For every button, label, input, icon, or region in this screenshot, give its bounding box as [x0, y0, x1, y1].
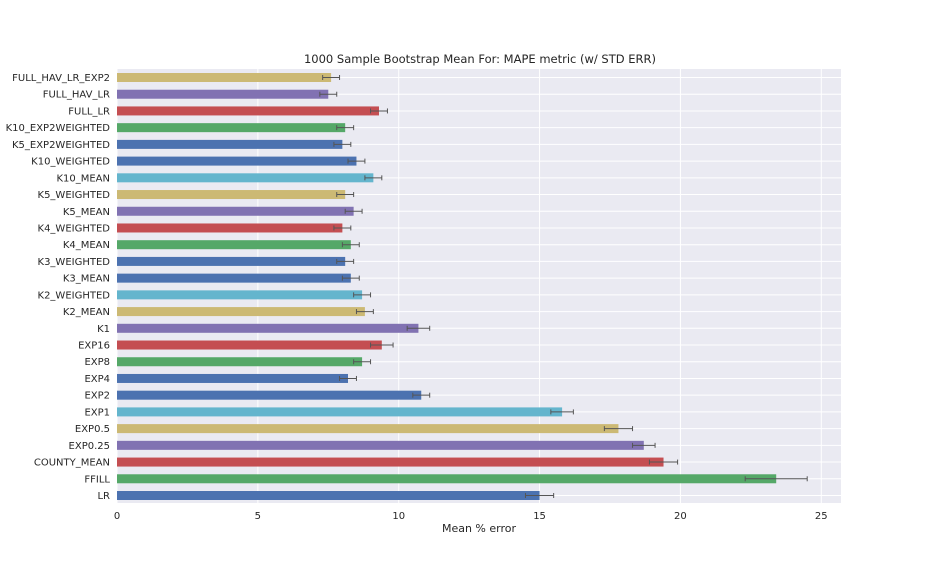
bar — [117, 223, 343, 233]
error-bar — [406, 325, 431, 331]
error-bar — [336, 125, 355, 131]
x-tick-label: 15 — [533, 511, 546, 522]
error-bar — [333, 141, 352, 147]
error-bar — [344, 208, 363, 214]
y-tick-label: LR — [97, 491, 110, 502]
bar — [117, 173, 374, 183]
bar — [117, 240, 351, 250]
y-tick-label: EXP0.5 — [75, 424, 110, 435]
bar — [117, 273, 351, 283]
y-tick-label: K2_WEIGHTED — [38, 290, 111, 301]
bar — [117, 323, 419, 333]
error-bar — [341, 275, 360, 281]
y-tick-label: K5_MEAN — [63, 207, 110, 218]
error-bar — [355, 309, 374, 315]
y-tick-label: K2_MEAN — [63, 307, 110, 318]
y-tick-label: EXP0.25 — [69, 441, 110, 452]
y-tick-label: K10_MEAN — [56, 173, 110, 184]
bar — [117, 307, 365, 317]
bar — [117, 357, 363, 367]
y-tick-label: FULL_LR — [68, 106, 110, 117]
error-bar — [319, 91, 338, 97]
plot-area-background — [117, 69, 841, 503]
error-bar — [336, 258, 355, 264]
x-tick-label: 10 — [392, 511, 405, 522]
y-tick-label: K3_MEAN — [63, 274, 110, 285]
bar — [117, 474, 777, 484]
y-tick-label: EXP4 — [84, 374, 110, 385]
error-bar — [347, 158, 366, 164]
y-tick-label: EXP16 — [78, 341, 110, 352]
bar — [117, 440, 644, 450]
error-bar — [632, 442, 656, 448]
error-bar — [364, 175, 383, 181]
x-tick-label: 5 — [255, 511, 261, 522]
bar — [117, 457, 664, 467]
bar — [117, 106, 379, 116]
y-tick-label: EXP1 — [84, 407, 110, 418]
bar — [117, 424, 619, 434]
bars — [117, 73, 777, 500]
bar — [117, 73, 332, 82]
bar — [117, 190, 346, 200]
error-bar — [744, 476, 808, 482]
bar — [117, 407, 563, 417]
bar — [117, 206, 354, 216]
error-bar — [524, 493, 555, 498]
x-tick-label: 0 — [114, 511, 120, 522]
y-tick-label: FULL_HAV_LR_EXP2 — [12, 73, 110, 84]
y-tick-labels: LR FFILL COUNTY_MEAN EXP0.25 EXP0.5 EXP1 EXP2 E… — [6, 73, 111, 502]
error-bar — [341, 242, 360, 248]
x-tick-label: 25 — [815, 511, 828, 522]
x-tick-labels: 0 5 10 15 20 25 — [114, 511, 828, 522]
error-bar — [550, 409, 574, 415]
error-bar — [603, 426, 634, 432]
x-tick-label: 20 — [674, 511, 687, 522]
y-tick-label: COUNTY_MEAN — [34, 458, 110, 469]
y-tick-label: FFILL — [84, 474, 110, 485]
y-tick-label: K10_WEIGHTED — [31, 157, 110, 168]
bar — [117, 290, 363, 300]
error-bars — [319, 75, 808, 498]
y-tick-label: K10_EXP2WEIGHTED — [6, 123, 111, 134]
bar — [117, 256, 346, 266]
error-bar — [370, 108, 388, 114]
y-tick-label: K4_MEAN — [63, 240, 110, 251]
error-bar — [370, 342, 394, 348]
bar — [117, 123, 346, 133]
bar — [117, 156, 357, 166]
error-bar — [412, 392, 431, 398]
x-axis-label: Mean % error — [442, 522, 517, 535]
error-bar — [339, 375, 357, 381]
y-tick-label: K1 — [97, 324, 110, 335]
y-tick-label: K4_WEIGHTED — [38, 223, 111, 234]
bar — [117, 139, 343, 149]
bar — [117, 340, 382, 350]
y-tick-label: EXP8 — [84, 357, 110, 368]
bar — [117, 373, 349, 383]
y-tick-label: K5_EXP2WEIGHTED — [12, 140, 110, 151]
bar — [117, 89, 329, 99]
chart-title: 1000 Sample Bootstrap Mean For: MAPE met… — [304, 52, 656, 66]
y-tick-label: FULL_HAV_LR — [43, 90, 110, 101]
y-tick-label: K3_WEIGHTED — [38, 257, 111, 268]
y-tick-label: EXP2 — [84, 391, 110, 402]
error-bar — [353, 292, 372, 298]
y-tick-label: K5_WEIGHTED — [38, 190, 111, 201]
error-bar — [336, 192, 355, 198]
error-bar — [648, 459, 679, 465]
error-bar — [333, 225, 352, 231]
bar — [117, 390, 422, 400]
bar — [117, 491, 540, 500]
error-bar — [353, 359, 372, 365]
error-bar — [322, 75, 341, 80]
